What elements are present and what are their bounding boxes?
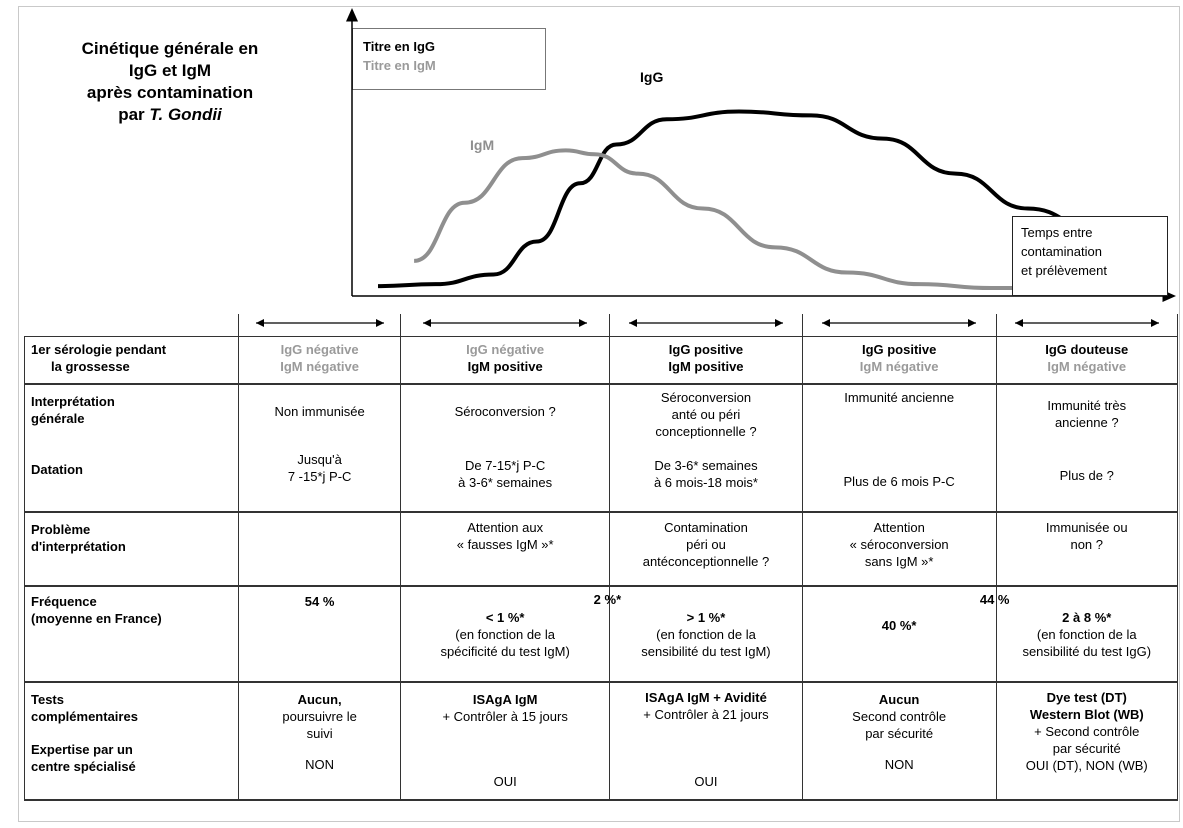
range-arrow bbox=[400, 314, 611, 337]
legend-igg: Titre en IgG bbox=[363, 39, 435, 54]
x-axis-label: contamination bbox=[1021, 244, 1102, 259]
row-interpretation: Interprétation générale Non immunisée Sér… bbox=[23, 384, 1178, 451]
igm-curve bbox=[413, 148, 1064, 291]
arrow-row bbox=[24, 314, 1178, 337]
x-axis-label: et prélèvement bbox=[1021, 263, 1107, 278]
serology-table: 1er sérologie pendant la grossesse IgG né… bbox=[23, 314, 1178, 801]
title-line: après contamination bbox=[86, 83, 254, 102]
legend-igm: Titre en IgM bbox=[363, 58, 436, 73]
x-axis-label-box: Temps entre contamination et prélèvement bbox=[1012, 216, 1168, 296]
row-serology: 1er sérologie pendant la grossesse IgG né… bbox=[23, 336, 1178, 385]
igm-label: IgM bbox=[470, 137, 494, 153]
title-line: Cinétique générale en bbox=[81, 39, 259, 58]
kinetics-chart: IgG IgM bbox=[346, 8, 1176, 302]
range-arrow bbox=[801, 314, 997, 337]
row-frequence: Fréquence (moyenne en France) 54 % 2 %* < … bbox=[23, 586, 1178, 683]
row-tests: Tests complémentaires Expertise par un cen… bbox=[23, 682, 1178, 801]
igg-label: IgG bbox=[640, 69, 663, 85]
title-line: par T. Gondii bbox=[118, 105, 222, 124]
row-probleme: Problème d'interprétation Attention aux « … bbox=[23, 512, 1178, 587]
freq-group-44: 44 % bbox=[979, 592, 1010, 607]
range-arrow bbox=[995, 314, 1178, 337]
range-arrow bbox=[609, 314, 803, 337]
igg-curve bbox=[377, 109, 1101, 289]
figure-title: Cinétique générale en IgG et IgM après c… bbox=[40, 38, 300, 126]
x-axis-label: Temps entre bbox=[1021, 225, 1093, 240]
freq-group-2: 2 %* bbox=[593, 592, 622, 607]
row-datation: Datation Jusqu'à 7 -15*j P-C De 7-15*j P-… bbox=[23, 451, 1178, 513]
range-arrow bbox=[238, 314, 402, 337]
title-line: IgG et IgM bbox=[128, 61, 212, 80]
